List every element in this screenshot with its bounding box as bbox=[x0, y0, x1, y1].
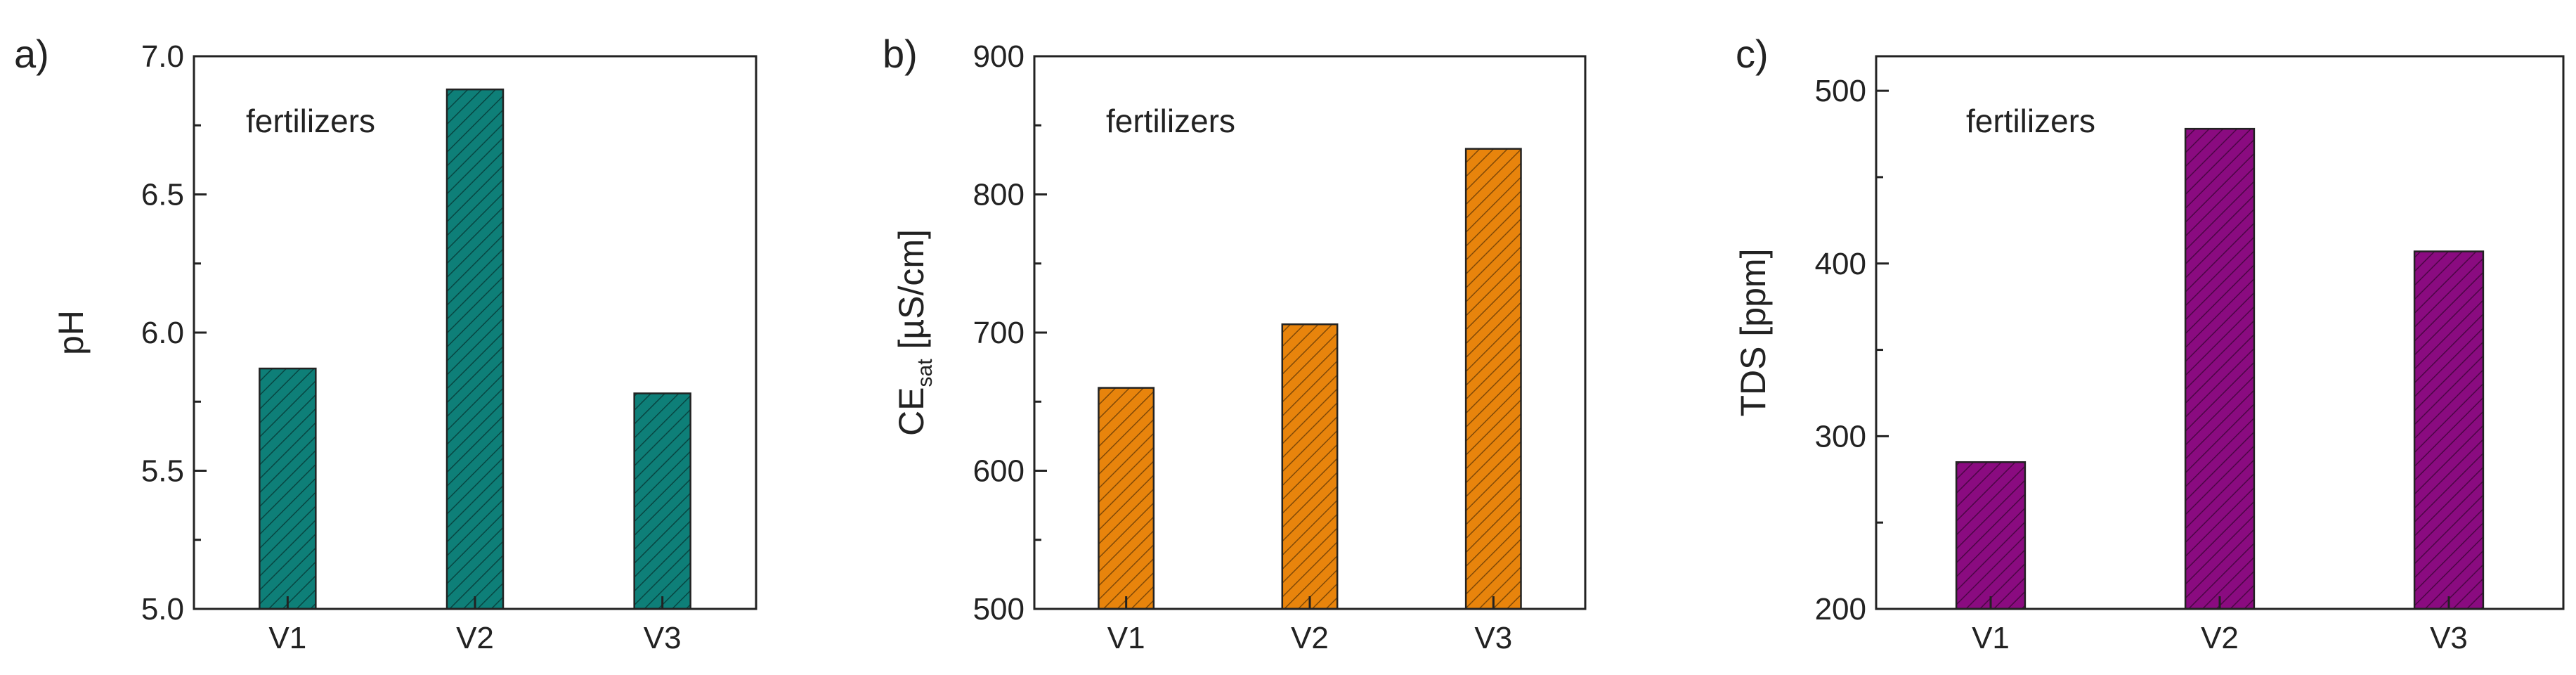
chart-panel-2: V1 V2 V3 500 600 700 800 900 CEsat [µS/cm] b) fert… bbox=[883, 32, 1587, 655]
chart-panel-1: V1 V2 V3 5.0 5.5 6.0 6.5 7.0 pH a) fertilizers bbox=[14, 32, 757, 655]
y-tick-label: 900 bbox=[973, 39, 1024, 74]
annotation-text: fertilizers bbox=[246, 103, 375, 139]
x-tick-label: V2 bbox=[456, 621, 494, 655]
x-tick-label: V2 bbox=[2201, 621, 2239, 655]
y-tick-label: 7.0 bbox=[141, 39, 184, 74]
bar-v3 bbox=[633, 392, 691, 610]
chart-panel-3: V1 V2 V3 200 300 400 500 TDS [ppm] c) fertilizers bbox=[1733, 32, 2565, 655]
panel-label: b) bbox=[883, 32, 918, 76]
plot-frame bbox=[1875, 55, 2565, 610]
y-tick-label: 600 bbox=[973, 454, 1024, 489]
y-tick-label: 6.5 bbox=[141, 178, 184, 212]
x-tick-label: V1 bbox=[268, 621, 306, 655]
x-tick-label: V1 bbox=[1107, 621, 1145, 655]
x-tick-label: V1 bbox=[1972, 621, 2010, 655]
y-axis-title: pH bbox=[51, 310, 91, 355]
annotation-text: fertilizers bbox=[1106, 103, 1235, 139]
y-tick-label: 400 bbox=[1815, 247, 1866, 281]
y-tick-label: 5.0 bbox=[141, 592, 184, 626]
y-axis-title: TDS [ppm] bbox=[1733, 249, 1773, 417]
x-tick-label: V3 bbox=[644, 621, 682, 655]
bar-v3 bbox=[1464, 148, 1522, 610]
bar-v1 bbox=[1955, 461, 2027, 610]
annotation-text: fertilizers bbox=[1966, 103, 2095, 139]
bar-v2 bbox=[1281, 323, 1339, 610]
x-tick-label: V3 bbox=[1474, 621, 1512, 655]
y-tick-label: 800 bbox=[973, 178, 1024, 212]
y-tick-label: 300 bbox=[1815, 419, 1866, 454]
y-tick-label: 500 bbox=[1815, 74, 1866, 108]
bar-v2 bbox=[2184, 127, 2256, 610]
y-axis-title: CEsat [µS/cm] bbox=[892, 229, 937, 436]
bar-v1 bbox=[1098, 387, 1155, 610]
panel-label: c) bbox=[1736, 32, 1769, 76]
x-tick-label: V2 bbox=[1291, 621, 1329, 655]
y-tick-label: 500 bbox=[973, 592, 1024, 626]
y-tick-label: 200 bbox=[1815, 592, 1866, 626]
bar-v3 bbox=[2413, 250, 2485, 610]
x-tick-label: V3 bbox=[2430, 621, 2468, 655]
y-tick-label: 5.5 bbox=[141, 454, 184, 489]
bar-v2 bbox=[445, 88, 505, 610]
panel-label: a) bbox=[14, 32, 49, 76]
y-tick-label: 6.0 bbox=[141, 316, 184, 350]
y-tick-label: 700 bbox=[973, 316, 1024, 350]
bar-v1 bbox=[259, 367, 317, 610]
